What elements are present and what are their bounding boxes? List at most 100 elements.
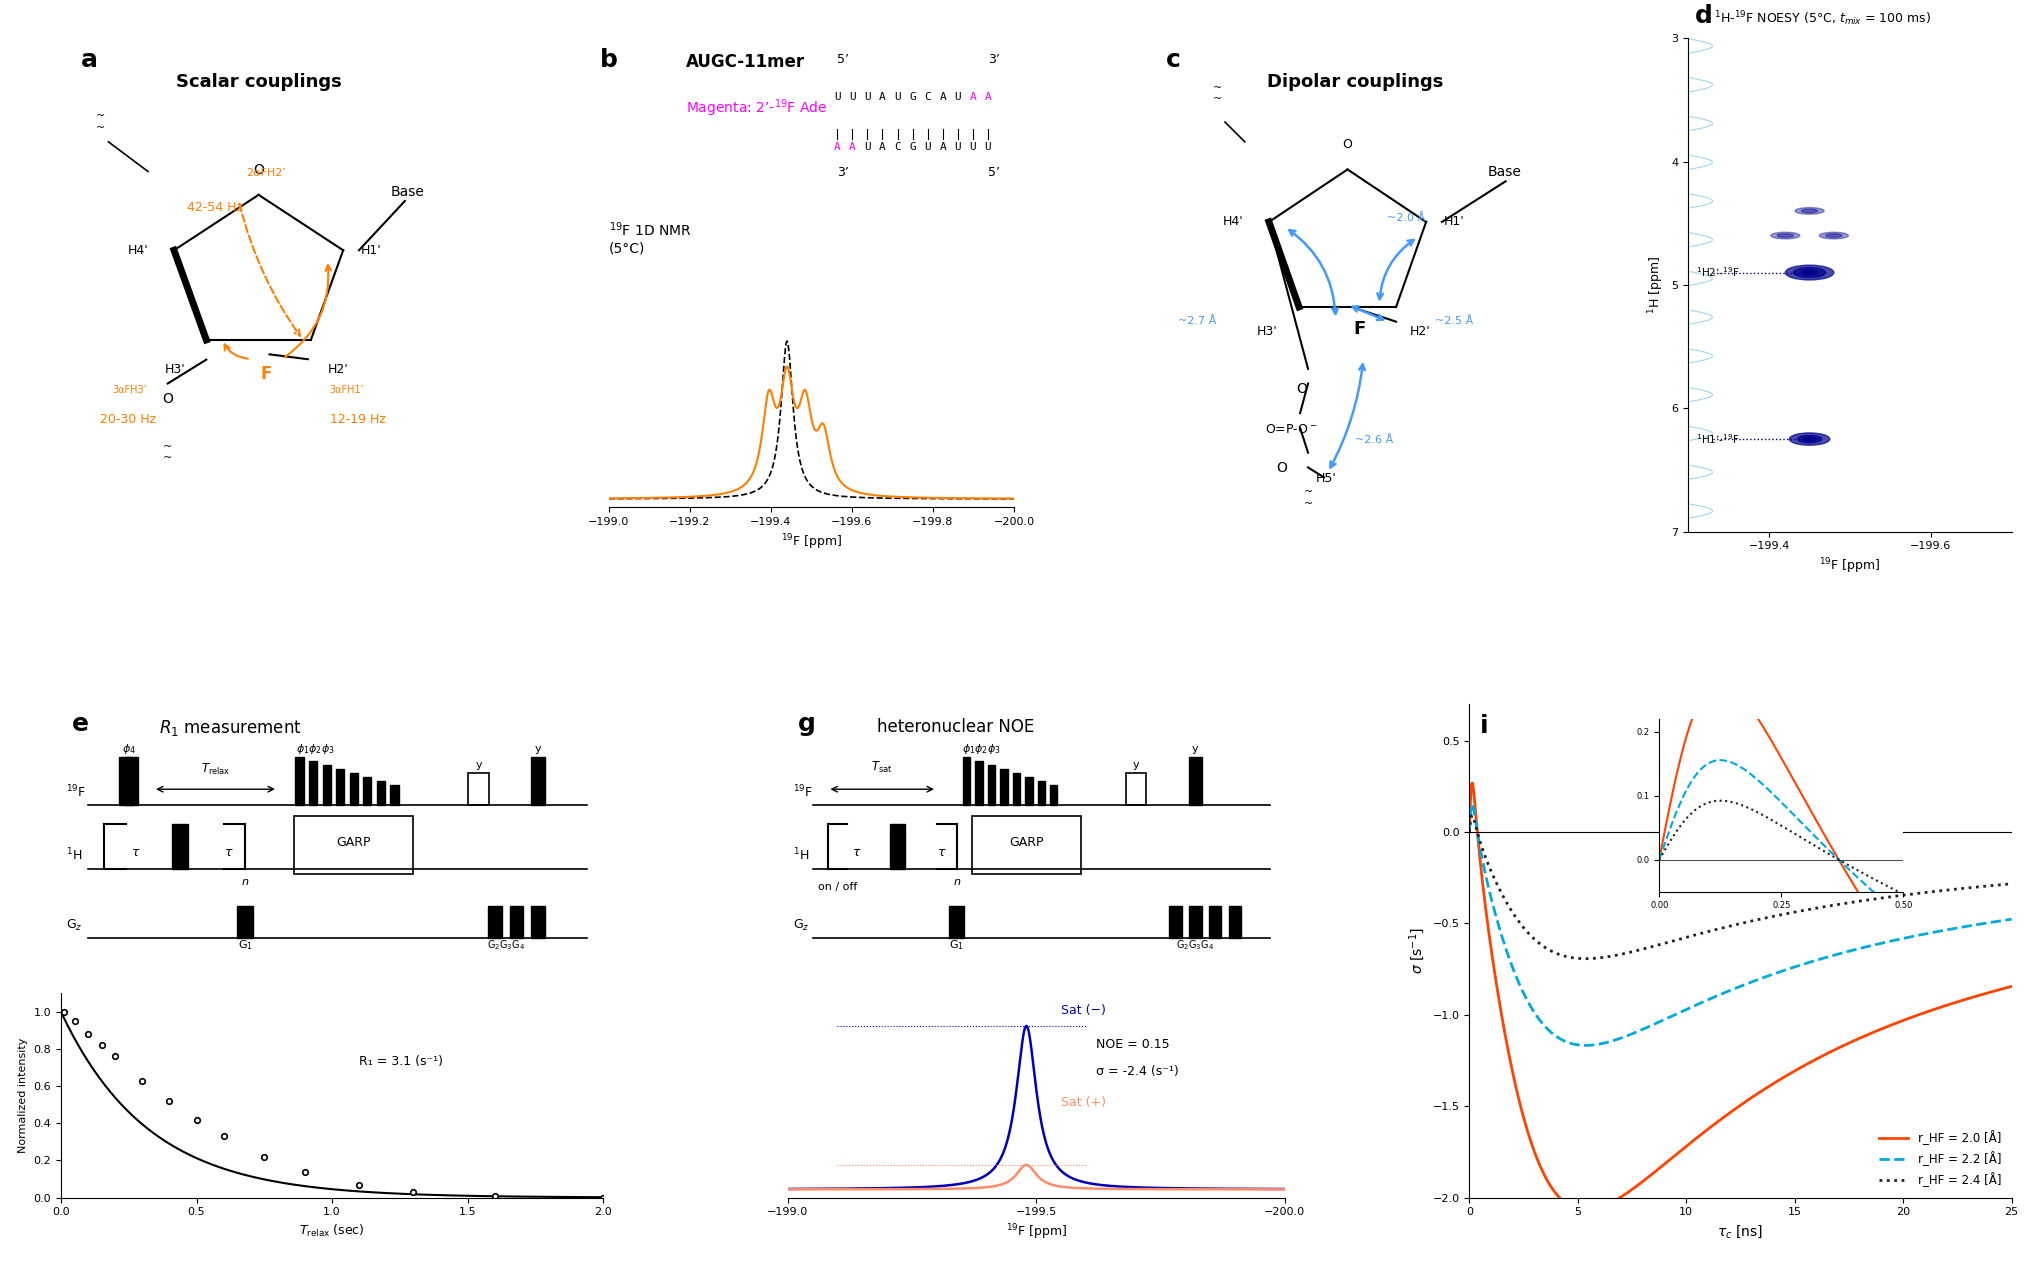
Text: y: y: [534, 744, 541, 754]
Bar: [376, 781, 384, 805]
Bar: [510, 906, 524, 938]
Ellipse shape: [1786, 265, 1833, 280]
Bar: [488, 906, 502, 938]
Text: d: d: [1695, 4, 1713, 28]
Text: G$_z$: G$_z$: [792, 917, 809, 933]
Text: O: O: [1276, 461, 1288, 475]
Text: U: U: [969, 141, 977, 152]
Text: $^{1}$H: $^{1}$H: [792, 847, 809, 864]
Text: H5': H5': [1317, 473, 1337, 485]
Bar: [1229, 906, 1242, 938]
Text: 5’: 5’: [837, 54, 849, 66]
Text: U: U: [986, 141, 992, 152]
Text: AUGC-11mer: AUGC-11mer: [687, 54, 805, 71]
Text: H2': H2': [1410, 325, 1431, 338]
Text: e: e: [71, 712, 89, 736]
Text: R₁ = 3.1 (s⁻¹): R₁ = 3.1 (s⁻¹): [360, 1055, 443, 1068]
r_HF = 2.0 [Å]: [1999, 978, 2024, 994]
Bar: [467, 773, 490, 805]
Text: ~
~: ~ ~: [1213, 83, 1221, 104]
Text: $\tau$: $\tau$: [937, 846, 947, 859]
Text: G$_1$: G$_1$: [238, 939, 252, 953]
Text: 2⍺FH2’: 2⍺FH2’: [246, 168, 287, 178]
Text: A: A: [880, 141, 886, 152]
r_HF = 2.4 [Å]: [1754, 911, 1778, 926]
Ellipse shape: [1778, 233, 1794, 237]
r_HF = 2.2 [Å]: [1904, 927, 1928, 943]
Line: r_HF = 2.2 [Å]: r_HF = 2.2 [Å]: [1469, 804, 2012, 1046]
Text: on / off: on / off: [817, 882, 858, 892]
Text: $^{19}$F: $^{19}$F: [67, 784, 87, 800]
Bar: [173, 824, 189, 869]
Bar: [890, 824, 904, 869]
Text: NOE = 0.15: NOE = 0.15: [1095, 1038, 1170, 1051]
Text: 12-19 Hz: 12-19 Hz: [329, 413, 386, 426]
Text: H1': H1': [360, 243, 382, 257]
Ellipse shape: [1798, 436, 1821, 443]
FancyBboxPatch shape: [971, 815, 1081, 874]
r_HF = 2.0 [Å]: [1754, 1082, 1778, 1097]
Text: G: G: [908, 93, 916, 102]
Bar: [532, 906, 545, 938]
Text: A: A: [939, 141, 947, 152]
r_HF = 2.2 [Å]: [1461, 796, 1485, 812]
r_HF = 2.4 [Å]: [1782, 905, 1806, 920]
Text: Base: Base: [1487, 166, 1522, 180]
Text: F: F: [260, 364, 272, 382]
Text: $\tau$: $\tau$: [851, 846, 862, 859]
Text: ~2.5 Å: ~2.5 Å: [1435, 316, 1473, 326]
Text: C: C: [925, 93, 931, 102]
Ellipse shape: [1802, 209, 1819, 213]
Text: n: n: [953, 877, 961, 887]
Bar: [949, 906, 965, 938]
Text: ~2.7 Å: ~2.7 Å: [1179, 316, 1215, 326]
Text: $^{19}$F: $^{19}$F: [792, 784, 813, 800]
Text: 3’: 3’: [988, 54, 1000, 66]
X-axis label: $^{19}$F [ppm]: $^{19}$F [ppm]: [1819, 557, 1882, 576]
Text: $\phi_1\phi_2\phi_3$: $\phi_1\phi_2\phi_3$: [963, 741, 1002, 755]
Text: i: i: [1479, 715, 1489, 738]
Ellipse shape: [1794, 208, 1825, 214]
Text: $^{1}$H coupled: $^{1}$H coupled: [914, 354, 981, 373]
Bar: [1189, 757, 1201, 805]
Bar: [390, 785, 398, 805]
Bar: [1000, 769, 1008, 805]
Text: Dipolar couplings: Dipolar couplings: [1268, 73, 1443, 90]
Bar: [963, 757, 971, 805]
Text: A: A: [849, 141, 855, 152]
Text: $R_1$ measurement: $R_1$ measurement: [158, 717, 301, 738]
Text: 3⍺FH1’: 3⍺FH1’: [329, 386, 364, 395]
Bar: [1051, 785, 1057, 805]
r_HF = 2.2 [Å]: [1999, 912, 2024, 927]
r_HF = 2.4 [Å]: [1989, 877, 2014, 892]
Text: ~
~: ~ ~: [96, 111, 106, 132]
Text: A: A: [969, 93, 977, 102]
Bar: [295, 757, 303, 805]
r_HF = 2.2 [Å]: [1573, 1038, 1597, 1054]
Text: $T_\mathrm{sat}$: $T_\mathrm{sat}$: [872, 759, 892, 775]
Text: g: g: [799, 712, 815, 736]
Text: G$_2$G$_3$G$_4$: G$_2$G$_3$G$_4$: [1177, 939, 1215, 953]
Text: σ = -2.4 (s⁻¹): σ = -2.4 (s⁻¹): [1095, 1065, 1179, 1078]
Y-axis label: Normalized intensity: Normalized intensity: [18, 1038, 28, 1153]
Text: $\tau$: $\tau$: [132, 846, 140, 859]
Text: A: A: [986, 93, 992, 102]
r_HF = 2.0 [Å]: [1904, 1008, 1928, 1023]
Bar: [364, 777, 372, 805]
Text: Sat (−): Sat (−): [1061, 1004, 1105, 1017]
r_HF = 2.4 [Å]: [1904, 885, 1928, 901]
Text: heteronuclear NOE: heteronuclear NOE: [878, 717, 1034, 735]
Text: C: C: [894, 141, 900, 152]
Text: $^{1}$H-$^{19}$F NOESY (5°C, $t_{mix}$ = 100 ms): $^{1}$H-$^{19}$F NOESY (5°C, $t_{mix}$ =…: [1715, 10, 1930, 28]
Text: A: A: [880, 93, 886, 102]
r_HF = 2.4 [Å]: [1721, 917, 1745, 933]
Line: r_HF = 2.4 [Å]: r_HF = 2.4 [Å]: [1469, 815, 2012, 958]
Ellipse shape: [1790, 433, 1829, 445]
X-axis label: $T_\mathrm{relax}$ (sec): $T_\mathrm{relax}$ (sec): [299, 1223, 366, 1238]
Text: U: U: [849, 93, 855, 102]
Text: b: b: [599, 48, 618, 73]
Bar: [309, 762, 317, 805]
Text: U: U: [955, 141, 961, 152]
Text: U: U: [894, 93, 900, 102]
Bar: [1209, 906, 1221, 938]
